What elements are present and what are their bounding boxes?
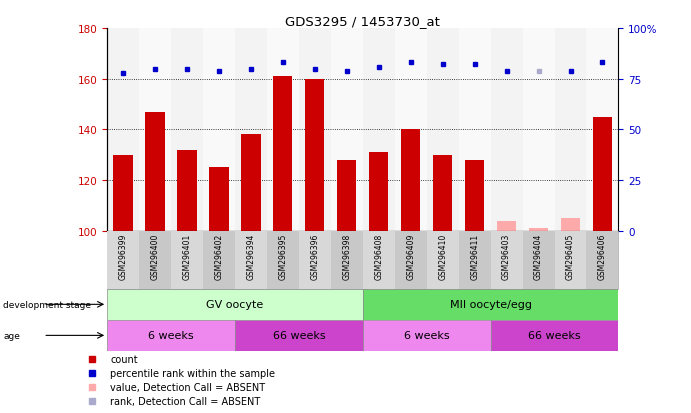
Bar [593,117,612,231]
Bar [433,155,452,231]
Text: GSM296395: GSM296395 [278,233,287,279]
Text: development stage: development stage [3,300,91,309]
Bar [459,29,491,231]
Bar [171,231,203,289]
Bar [522,231,554,289]
Bar [139,29,171,231]
Bar [203,29,235,231]
Bar [107,29,139,231]
Text: GSM296394: GSM296394 [247,233,256,279]
Text: 6 weeks: 6 weeks [404,330,450,341]
Bar [178,150,196,231]
Text: GSM296404: GSM296404 [534,233,543,279]
Bar [363,231,395,289]
Bar [267,29,299,231]
Bar [427,231,459,289]
Bar [331,29,363,231]
Text: GSM296396: GSM296396 [310,233,319,279]
Bar [529,229,548,231]
Bar [363,320,491,351]
Bar [363,289,618,320]
Bar [369,153,388,231]
Bar [107,320,235,351]
Bar [305,79,325,231]
Bar [107,289,363,320]
Bar [209,168,229,231]
Bar [554,29,587,231]
Bar [331,231,363,289]
Text: 66 weeks: 66 weeks [528,330,581,341]
Bar [363,29,395,231]
Title: GDS3295 / 1453730_at: GDS3295 / 1453730_at [285,15,440,28]
Text: age: age [3,331,20,340]
Bar [401,130,420,231]
Bar [235,29,267,231]
Bar [491,320,618,351]
Bar [497,221,516,231]
Bar [235,320,363,351]
Text: value, Detection Call = ABSENT: value, Detection Call = ABSENT [111,382,265,392]
Text: GV oocyte: GV oocyte [207,299,263,310]
Text: GSM296406: GSM296406 [598,233,607,279]
Text: GSM296400: GSM296400 [151,233,160,279]
Bar [299,231,331,289]
Bar [459,231,491,289]
Bar [267,231,299,289]
Text: GSM296405: GSM296405 [566,233,575,279]
Bar [235,231,267,289]
Bar [113,155,133,231]
Bar [522,29,554,231]
Text: GSM296408: GSM296408 [375,233,384,279]
Text: GSM296402: GSM296402 [214,233,223,279]
Bar [145,112,164,231]
Text: 6 weeks: 6 weeks [148,330,194,341]
Bar [491,29,522,231]
Text: percentile rank within the sample: percentile rank within the sample [111,368,275,378]
Bar [273,77,292,231]
Bar [299,29,331,231]
Text: 66 weeks: 66 weeks [272,330,325,341]
Text: MII oocyte/egg: MII oocyte/egg [450,299,531,310]
Text: GSM296398: GSM296398 [342,233,351,279]
Bar [465,160,484,231]
Bar [139,231,171,289]
Bar [241,135,261,231]
Text: GSM296399: GSM296399 [119,233,128,279]
Text: GSM296401: GSM296401 [182,233,191,279]
Text: GSM296403: GSM296403 [502,233,511,279]
Bar [395,231,427,289]
Text: GSM296409: GSM296409 [406,233,415,279]
Bar [427,29,459,231]
Bar [561,218,580,231]
Bar [491,231,522,289]
Bar [203,231,235,289]
Text: GSM296411: GSM296411 [470,233,479,279]
Text: GSM296410: GSM296410 [438,233,447,279]
Text: rank, Detection Call = ABSENT: rank, Detection Call = ABSENT [111,396,261,406]
Bar [587,231,618,289]
Bar [554,231,587,289]
Bar [395,29,427,231]
Bar [587,29,618,231]
Bar [171,29,203,231]
Text: count: count [111,354,138,364]
Bar [107,231,139,289]
Bar [337,160,357,231]
